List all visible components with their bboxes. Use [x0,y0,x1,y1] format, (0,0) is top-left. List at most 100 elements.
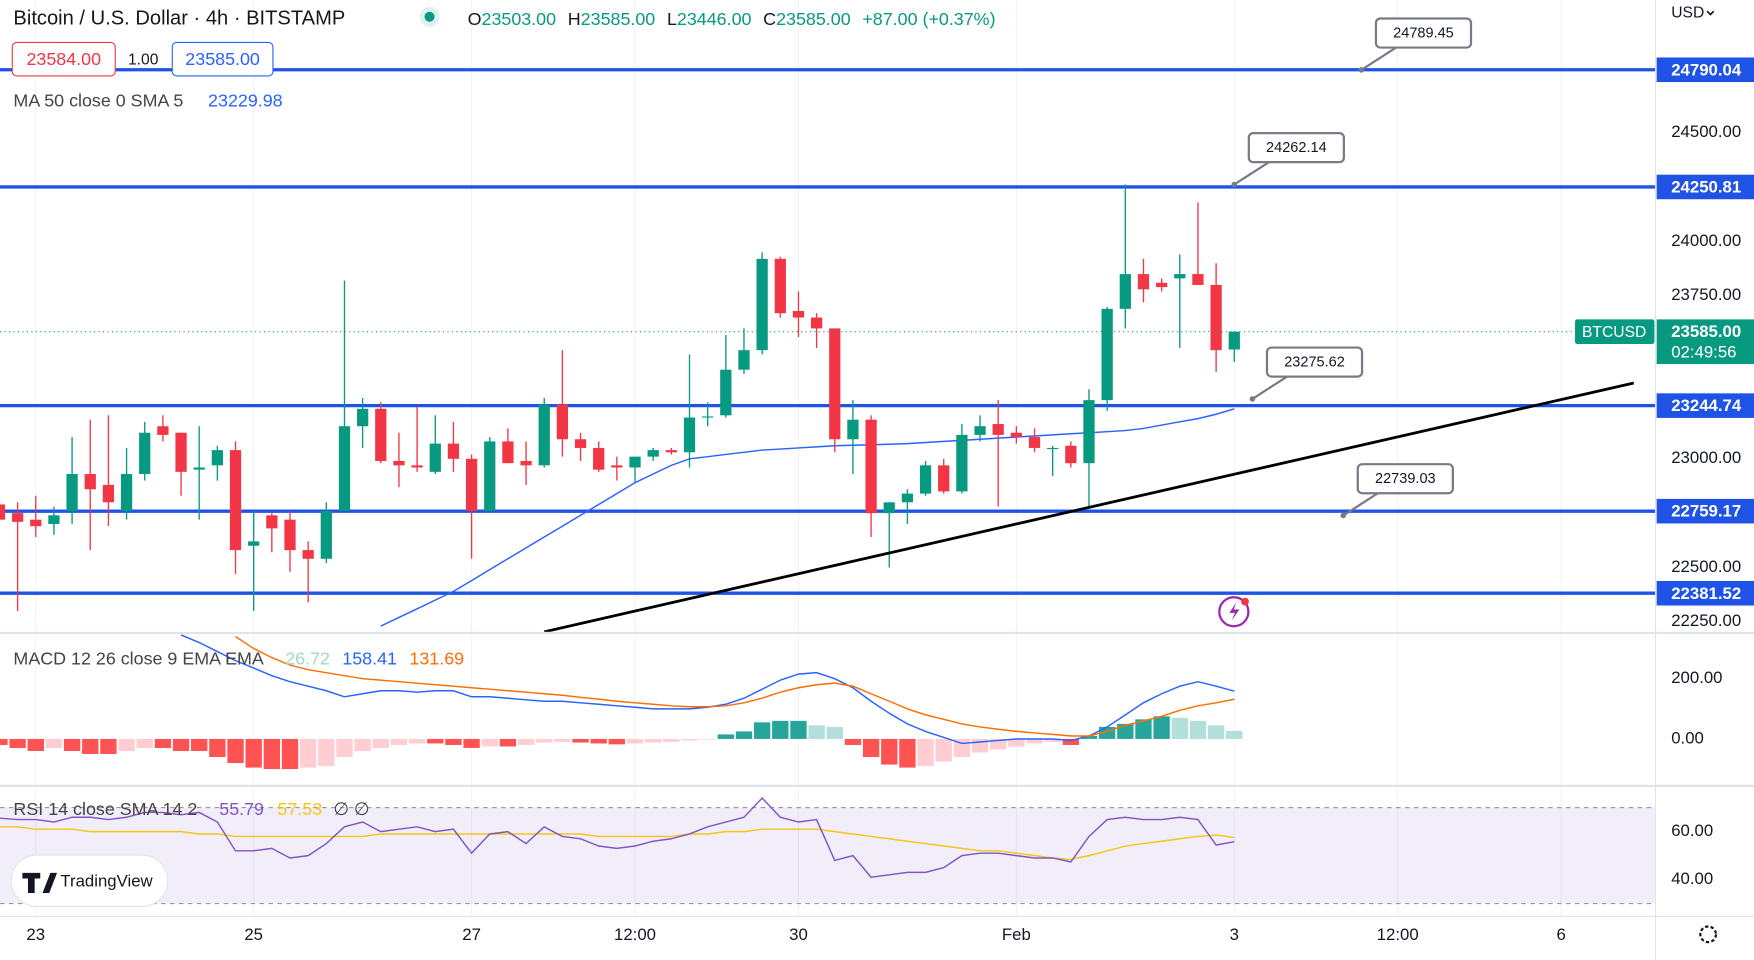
macd-histogram-bar [63,738,81,751]
candle-body [175,432,187,472]
trendline [543,381,1635,632]
candle-body [248,541,260,546]
macd-histogram-bar [572,738,589,743]
candle-body [1010,432,1022,438]
candle-body [465,458,478,511]
macd-histogram-bar [27,738,44,751]
events-bolt [1229,602,1240,621]
candle-body [1119,274,1131,309]
ohlc-key: H [568,9,581,29]
x-tick-label: 12:00 [1377,925,1419,944]
candle-body [702,416,714,418]
level-axis-label: 22381.52 [1671,584,1741,603]
candle-body [1083,400,1095,464]
candle-body [629,456,641,468]
level-axis-label: 23244.74 [1671,396,1742,415]
callout-label: 24789.45 [1393,25,1454,41]
currency-chevron [1706,10,1715,16]
macd-histogram-bar [499,738,517,747]
callout-box [1356,463,1454,495]
candle-body [810,317,823,329]
symbol-title: Bitcoin / U.S. Dollar · 4h · BITSTAMP [13,7,345,29]
settings-icon[interactable] [1699,925,1718,944]
callout-anchor [1249,396,1256,402]
macd-histogram-bar [281,738,299,770]
candle-body [883,502,895,514]
macd-value: 158.41 [342,648,397,668]
callout-pointer [1342,492,1379,517]
macd-histogram-bar [1044,738,1061,742]
candle-body [502,441,514,464]
macd-hist-value: 26.72 [285,648,330,668]
candle-body [901,493,914,503]
macd-histogram-bar [299,738,317,768]
candle-body [320,510,332,559]
pane [0,68,1656,632]
y-tick-label: 60.00 [1671,821,1713,840]
spread: 1.00 [128,51,159,68]
logo-badge[interactable] [10,854,169,907]
macd-histogram-bar [862,738,880,758]
ma-legend: MA 50 close 0 SMA 5 [13,90,183,110]
candle-body [1047,447,1059,450]
candle-body [647,450,659,457]
macd-histogram-bar [0,738,8,745]
sell-button[interactable] [11,41,116,77]
candle-body [66,474,78,511]
y-tick-label: 0.00 [1671,728,1704,747]
candle-body [157,426,169,435]
macd-histogram-bar [1135,719,1152,739]
macd-histogram-bar [735,731,753,739]
macd-histogram-bar [717,734,734,739]
candle-body [120,474,133,511]
macd-histogram-bar [808,725,825,739]
level-axis-label: 22759.17 [1671,502,1741,521]
candle-body [1228,331,1240,350]
pane [0,634,1243,770]
macd-histogram-bar [245,738,262,768]
buy-button[interactable] [171,41,274,77]
macd-histogram-bar [826,726,843,739]
ohlc-value: 23446.00 [677,9,752,29]
candle-body [1156,282,1168,288]
candle-body [556,404,569,440]
ohlc-key: C [763,9,776,29]
callout-label: 22739.03 [1375,471,1436,487]
x-tick-label: 25 [244,925,263,944]
buy-price[interactable]: 23585.00 [185,49,260,69]
macd-histogram-bar [427,738,444,744]
events-badge [1241,597,1249,606]
macd-histogram-bar [100,738,117,755]
x-tick-label: 30 [789,925,808,944]
ohlc-key: L [667,9,677,29]
candle-body [1101,308,1113,401]
macd-histogram-bar [645,738,662,743]
macd-histogram-bar [118,738,135,751]
y-tick-label: 24500.00 [1671,122,1741,141]
candle-body [847,419,859,440]
macd-histogram-bar [191,738,208,751]
candle-body [1065,445,1077,464]
logo-text[interactable]: TradingView [60,871,153,890]
macd-histogram-bar [772,720,789,739]
level-axis-label: 24790.04 [1671,60,1742,79]
macd-histogram-bar [154,738,172,748]
macd-histogram-bar [1207,725,1225,739]
level-axis-label: 24250.81 [1671,178,1741,197]
y-tick-label: 40.00 [1671,869,1713,888]
macd-legend: MACD 12 26 close 9 EMA EMA [13,648,263,668]
events-icon[interactable] [1218,596,1250,628]
signal-value: 131.69 [409,648,464,668]
x-tick-label: 23 [26,925,45,944]
candle-body [974,426,986,435]
sell-price[interactable]: 23584.00 [26,49,101,69]
candle-body [774,258,786,314]
rsi-band [0,807,1656,904]
candle-body [720,369,732,416]
candle-body [229,450,242,551]
currency[interactable]: USD [1671,5,1704,22]
candle-body [574,439,587,448]
macd-histogram-bar [1189,720,1207,739]
macd-histogram-bar [1026,738,1043,744]
